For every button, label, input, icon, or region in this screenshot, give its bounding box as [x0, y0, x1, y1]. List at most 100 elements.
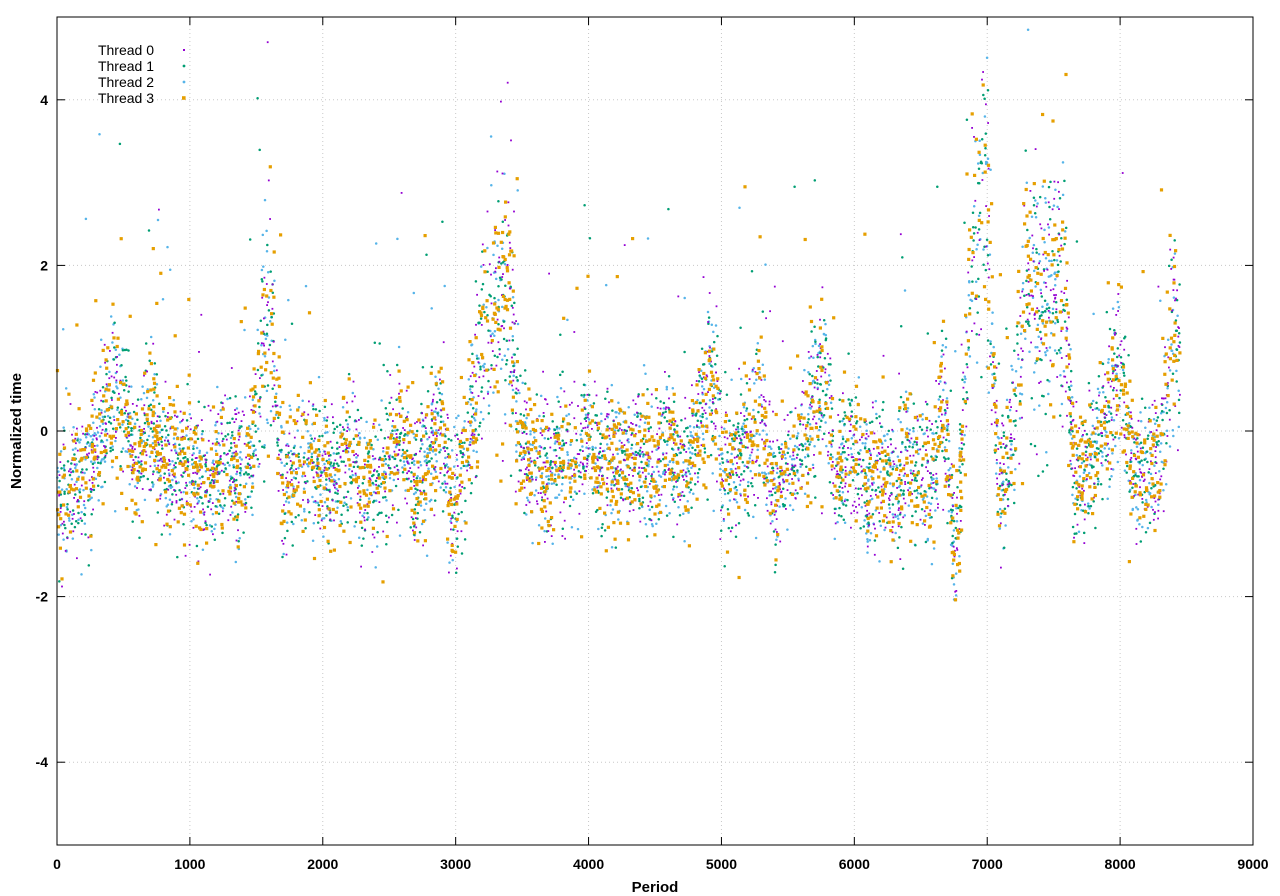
data-point — [66, 508, 69, 511]
data-point — [752, 408, 755, 412]
data-point — [425, 464, 428, 467]
data-point — [956, 496, 958, 499]
data-point — [734, 485, 738, 489]
data-point — [201, 475, 204, 478]
data-point — [1176, 289, 1178, 292]
data-point — [679, 435, 682, 438]
data-point — [115, 385, 118, 388]
data-point — [1139, 441, 1143, 444]
data-point — [940, 375, 943, 378]
data-point — [516, 322, 520, 326]
data-point — [374, 566, 377, 569]
data-point — [888, 482, 892, 485]
data-point — [894, 515, 897, 518]
data-point — [500, 278, 503, 281]
data-point — [646, 387, 649, 391]
data-point — [1054, 278, 1057, 281]
data-point — [231, 434, 234, 437]
data-point — [386, 418, 389, 421]
data-point — [256, 427, 260, 431]
data-point — [850, 466, 853, 469]
data-point — [118, 353, 121, 357]
data-point — [1174, 329, 1178, 332]
data-point — [902, 489, 905, 493]
data-point — [866, 540, 869, 543]
data-point — [1043, 309, 1047, 313]
data-point — [596, 458, 599, 461]
data-point — [606, 490, 610, 493]
data-point — [701, 380, 704, 383]
data-point — [348, 467, 351, 471]
data-point — [148, 455, 152, 459]
data-point — [1049, 359, 1052, 362]
data-point — [1037, 474, 1040, 478]
data-point — [672, 461, 675, 464]
data-point — [1143, 458, 1146, 462]
data-point — [955, 507, 958, 510]
data-point — [616, 465, 619, 468]
data-point — [563, 390, 566, 393]
data-point — [558, 447, 561, 449]
data-point — [770, 447, 773, 450]
data-point — [289, 408, 292, 412]
data-point — [1105, 414, 1108, 416]
data-point — [405, 389, 408, 392]
data-point — [441, 220, 444, 224]
data-point — [935, 380, 937, 382]
data-point — [831, 439, 834, 443]
data-point — [1076, 523, 1079, 526]
data-point — [278, 453, 280, 456]
data-point — [1167, 264, 1171, 268]
data-point — [753, 504, 757, 507]
data-point — [789, 410, 792, 414]
data-point — [843, 450, 846, 454]
data-point — [77, 489, 81, 492]
data-point — [228, 449, 231, 452]
data-point — [822, 414, 826, 417]
data-point — [682, 512, 685, 515]
data-point — [1026, 28, 1030, 31]
data-point — [980, 375, 983, 379]
data-point — [707, 321, 709, 323]
data-point — [251, 398, 255, 402]
data-point — [163, 472, 166, 475]
data-point — [1154, 511, 1156, 513]
data-point — [272, 369, 276, 373]
data-point — [170, 503, 174, 506]
data-point — [721, 457, 724, 461]
data-point — [367, 516, 370, 519]
data-point — [738, 476, 740, 478]
data-point — [904, 483, 907, 485]
data-point — [320, 471, 323, 474]
data-point — [987, 276, 990, 279]
data-point — [841, 419, 844, 423]
data-point — [337, 464, 340, 467]
data-point — [428, 499, 432, 503]
data-point — [346, 401, 348, 404]
data-point — [480, 288, 484, 291]
data-point — [1168, 366, 1170, 369]
data-point — [815, 370, 818, 372]
data-point — [1021, 359, 1024, 361]
data-point — [485, 305, 488, 309]
data-point — [57, 470, 60, 473]
data-point — [252, 450, 256, 453]
data-point — [839, 481, 843, 485]
data-point — [372, 518, 375, 522]
data-point — [852, 442, 855, 446]
data-point — [1039, 330, 1042, 334]
data-point — [996, 510, 1000, 514]
data-point — [641, 467, 643, 469]
data-point — [1023, 294, 1026, 298]
data-point — [858, 497, 860, 500]
data-point — [214, 424, 217, 427]
data-point — [615, 411, 618, 414]
data-point — [248, 476, 251, 479]
data-point — [1152, 518, 1155, 521]
data-point — [326, 431, 329, 434]
data-point — [648, 508, 651, 512]
data-point — [73, 453, 76, 456]
data-point — [1146, 434, 1150, 437]
data-point — [708, 292, 711, 294]
data-point — [1128, 422, 1131, 425]
